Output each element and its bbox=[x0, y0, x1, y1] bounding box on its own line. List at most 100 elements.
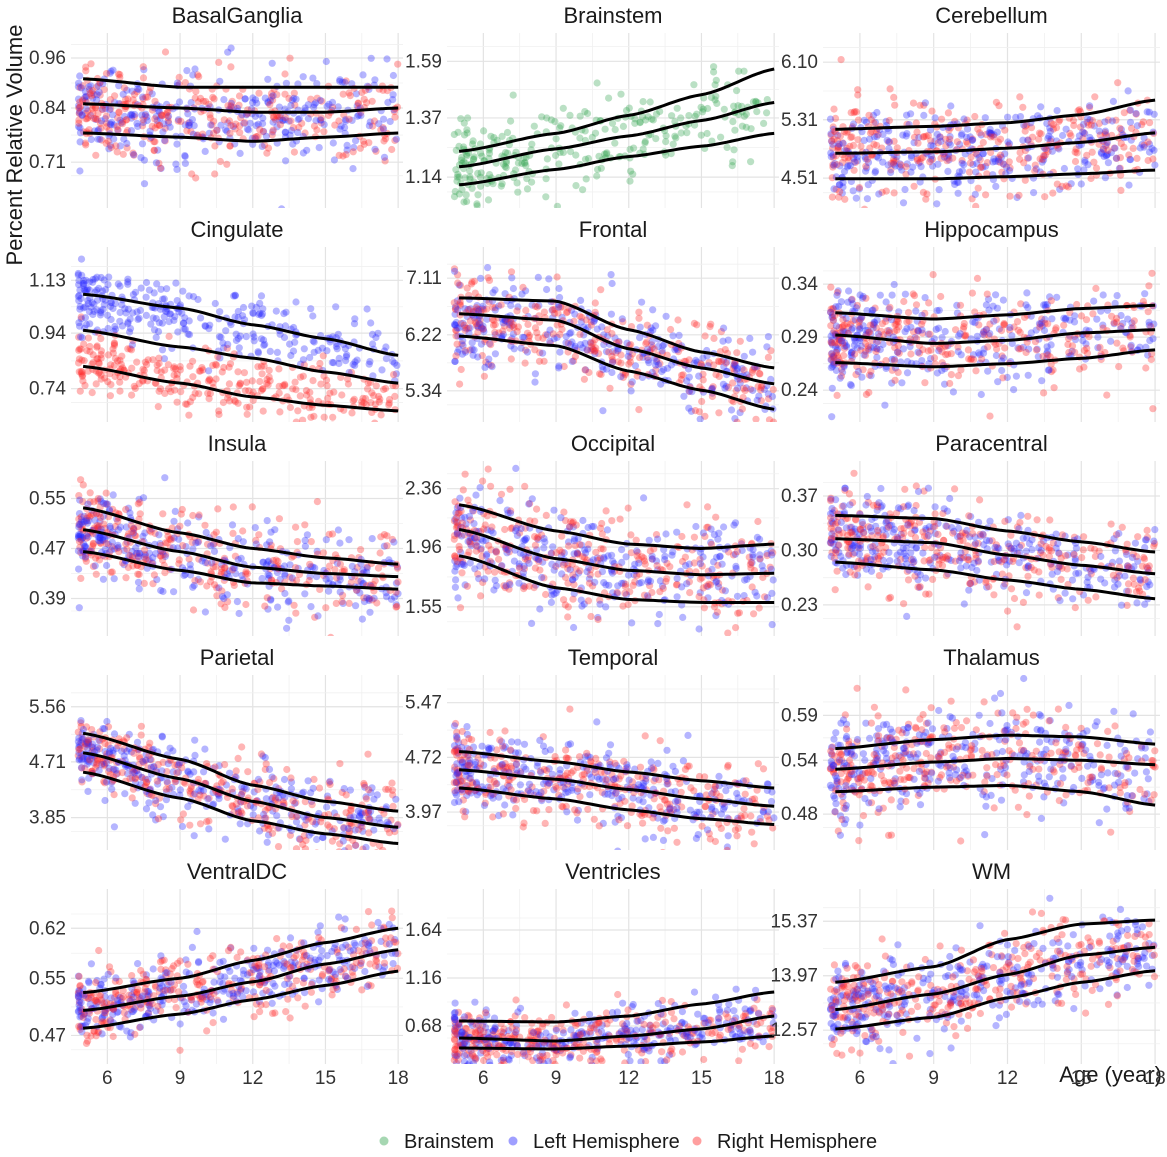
data-point-left bbox=[902, 132, 910, 140]
data-point-left bbox=[326, 575, 334, 583]
data-point-right bbox=[77, 370, 86, 378]
data-point-left bbox=[1126, 155, 1134, 164]
data-point-right bbox=[1113, 339, 1121, 347]
data-point-left bbox=[475, 319, 483, 328]
data-point-left bbox=[128, 111, 136, 119]
data-point-right bbox=[1049, 120, 1057, 129]
data-point-right bbox=[1145, 282, 1153, 290]
data-point-right bbox=[77, 345, 85, 353]
data-point-left bbox=[375, 120, 383, 128]
data-point-left bbox=[975, 349, 983, 357]
data-point-left bbox=[316, 116, 324, 124]
data-point-left bbox=[303, 146, 311, 154]
data-point-brainstem bbox=[710, 68, 718, 76]
data-point-right bbox=[678, 532, 686, 541]
data-point-left bbox=[153, 117, 161, 125]
data-point-right bbox=[458, 569, 466, 577]
data-point-left bbox=[99, 80, 107, 88]
data-point-left bbox=[382, 589, 390, 597]
data-point-left bbox=[145, 556, 153, 564]
data-point-left bbox=[1094, 333, 1102, 341]
data-point-left bbox=[79, 552, 87, 560]
data-point-left bbox=[508, 322, 516, 330]
data-point-left bbox=[78, 518, 86, 526]
data-point-right bbox=[1083, 118, 1091, 126]
data-point-left bbox=[624, 352, 632, 360]
data-point-left bbox=[76, 129, 85, 137]
data-point-right bbox=[827, 305, 835, 313]
data-point-left bbox=[657, 380, 665, 388]
data-point-right bbox=[368, 97, 376, 105]
data-point-left bbox=[93, 91, 101, 99]
data-point-right bbox=[521, 555, 529, 563]
data-point-brainstem bbox=[473, 225, 480, 232]
data-point-left bbox=[1044, 366, 1052, 374]
data-point-right bbox=[552, 562, 560, 571]
data-point-right bbox=[466, 540, 474, 548]
data-point-left bbox=[118, 322, 126, 330]
data-point-right bbox=[170, 364, 178, 372]
data-point-left bbox=[520, 333, 528, 342]
data-point-left bbox=[1010, 386, 1018, 394]
data-point-right bbox=[178, 505, 186, 514]
data-point-left bbox=[79, 534, 87, 542]
data-point-right bbox=[115, 548, 123, 556]
data-point-right bbox=[842, 129, 851, 137]
data-point-right bbox=[86, 89, 94, 98]
data-point-right bbox=[897, 161, 905, 169]
data-point-right bbox=[986, 320, 994, 328]
data-point-right bbox=[840, 351, 848, 360]
data-point-left bbox=[1024, 164, 1032, 172]
data-point-left bbox=[264, 75, 272, 83]
data-point-right bbox=[303, 391, 311, 399]
data-point-right bbox=[97, 513, 105, 522]
data-point-left bbox=[695, 625, 703, 633]
data-point-right bbox=[587, 566, 595, 574]
data-point-right bbox=[293, 576, 301, 584]
data-point-left bbox=[580, 331, 588, 339]
data-point-brainstem bbox=[668, 112, 676, 120]
data-point-right bbox=[480, 525, 488, 533]
data-point-right bbox=[591, 346, 599, 355]
data-point-right bbox=[113, 544, 121, 552]
data-point-right bbox=[608, 352, 616, 360]
data-point-left bbox=[451, 303, 460, 311]
data-point-left bbox=[334, 526, 342, 534]
data-point-left bbox=[110, 575, 118, 583]
data-point-left bbox=[907, 110, 915, 118]
data-point-right bbox=[1035, 129, 1044, 137]
data-point-brainstem bbox=[649, 116, 657, 124]
data-point-left bbox=[329, 139, 337, 147]
data-point-left bbox=[217, 121, 225, 129]
data-point-right bbox=[348, 409, 356, 417]
data-point-right bbox=[339, 90, 347, 98]
data-point-left bbox=[307, 563, 315, 571]
data-point-left bbox=[86, 286, 94, 294]
data-point-right bbox=[856, 316, 864, 324]
data-point-left bbox=[260, 341, 268, 349]
data-point-right bbox=[1049, 125, 1057, 133]
data-point-right bbox=[480, 306, 488, 314]
data-point-left bbox=[827, 332, 835, 340]
data-point-left bbox=[564, 538, 573, 546]
data-point-right bbox=[375, 398, 383, 406]
data-point-left bbox=[1012, 372, 1021, 380]
data-point-right bbox=[626, 354, 634, 362]
data-point-left bbox=[898, 379, 906, 387]
data-point-right bbox=[910, 292, 919, 300]
data-point-left bbox=[84, 300, 92, 308]
data-point-right bbox=[307, 538, 315, 546]
data-point-left bbox=[95, 88, 103, 96]
data-point-left bbox=[548, 306, 556, 314]
data-point-left bbox=[311, 564, 319, 572]
data-point-brainstem bbox=[490, 134, 498, 142]
data-point-left bbox=[75, 565, 83, 573]
data-point-right bbox=[112, 142, 120, 150]
data-point-left bbox=[1074, 165, 1082, 173]
data-point-left bbox=[83, 286, 91, 294]
data-point-left bbox=[618, 579, 626, 588]
y-tick-label: 1.37 bbox=[405, 108, 442, 129]
data-point-right bbox=[227, 102, 235, 110]
data-point-left bbox=[949, 388, 958, 396]
data-point-right bbox=[337, 373, 345, 381]
